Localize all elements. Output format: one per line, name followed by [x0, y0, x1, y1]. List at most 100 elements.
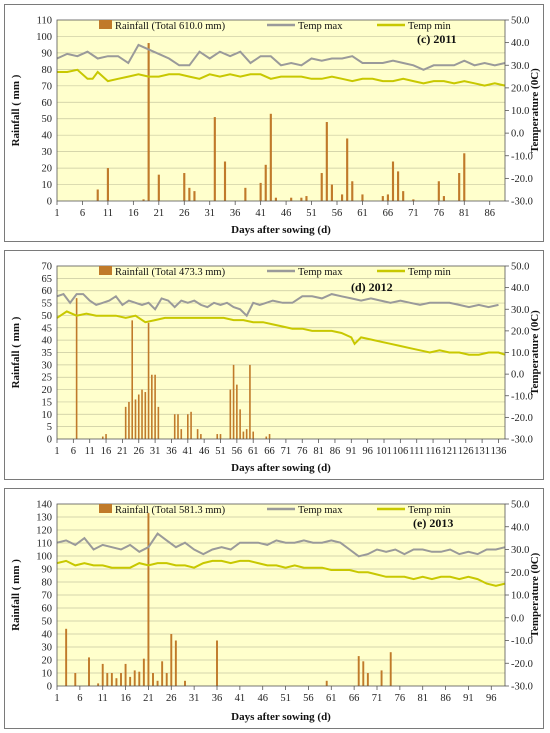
y-left-tick-label: 45	[42, 323, 53, 334]
rainfall-bar	[138, 671, 141, 686]
rainfall-bar	[245, 429, 248, 439]
y-left-tick-label: 60	[42, 286, 53, 297]
x-tick-label: 51	[215, 446, 226, 457]
temp-min-line	[57, 68, 506, 87]
plot-frame	[56, 19, 506, 202]
y-left-tick-label: 70	[42, 81, 53, 92]
rainfall-bar	[290, 197, 293, 201]
panel-label: (c) 2011	[417, 32, 457, 46]
rainfall-bar	[157, 174, 160, 201]
x-tick-label: 91	[463, 693, 474, 704]
legend-swatch-rain	[99, 266, 112, 275]
x-tick-label: 46	[281, 208, 292, 219]
rainfall-bar	[402, 191, 405, 201]
x-tick-label: 56	[232, 446, 243, 457]
y-right-tick-label: 40.0	[511, 522, 529, 533]
x-tick-label: 16	[101, 446, 112, 457]
y-left-tick-label: 100	[36, 552, 52, 563]
rainfall-bar	[180, 429, 183, 439]
y-right-tick-label: 30.0	[511, 61, 529, 72]
rainfall-bar	[141, 389, 143, 439]
rainfall-bar	[75, 298, 78, 439]
y-left-tick-label: 100	[36, 32, 52, 43]
rainfall-bar	[442, 196, 445, 201]
rainfall-bar	[170, 634, 173, 686]
x-tick-label: 96	[362, 446, 373, 457]
legend-tmin: Temp min	[408, 267, 451, 278]
rainfall-bar	[187, 414, 189, 439]
rainfall-bar	[341, 194, 344, 201]
y-right-tick-label: 0.0	[511, 613, 524, 624]
x-axis-title: Days after sowing (d)	[231, 462, 331, 474]
x-tick-label: 61	[357, 208, 368, 219]
rainfall-bar	[463, 153, 466, 201]
rainfall-bar	[216, 640, 218, 686]
rainfall-bar	[229, 389, 232, 439]
x-tick-label: 71	[281, 446, 292, 457]
temp-max-line	[56, 532, 506, 558]
x-tick-label: 71	[408, 208, 419, 219]
x-tick-label: 1	[54, 693, 59, 704]
rainfall-bar	[330, 184, 333, 201]
y-left-axis-title: Rainfall ( mm )	[10, 74, 22, 146]
rainfall-bar	[128, 401, 130, 439]
rainfall-bar	[274, 197, 277, 201]
legend-tmax: Temp max	[298, 505, 343, 516]
x-tick-label: 36	[230, 208, 241, 219]
rainfall-bar	[361, 194, 364, 201]
x-tick-label: 31	[189, 693, 200, 704]
rainfall-bar	[144, 392, 147, 439]
y-left-tick-label: 120	[36, 526, 52, 537]
x-tick-label: 11	[103, 208, 113, 219]
x-tick-label: 56	[332, 208, 343, 219]
rainfall-bar	[156, 680, 159, 686]
y-left-tick-label: 25	[42, 373, 53, 384]
x-tick-label: 61	[248, 446, 259, 457]
rainfall-bar	[96, 189, 99, 201]
x-tick-label: 11	[85, 446, 95, 457]
rainfall-bar	[252, 431, 255, 439]
legend-rain: Rainfall (Total 610.0 mm)	[115, 21, 226, 32]
rainfall-bar	[183, 173, 186, 201]
x-tick-label: 41	[255, 208, 266, 219]
rainfall-bar	[362, 661, 365, 686]
x-tick-label: 81	[417, 693, 428, 704]
rainfall-bar	[325, 680, 328, 686]
y-right-tick-label: -10.0	[511, 391, 533, 402]
x-tick-label: 71	[372, 693, 383, 704]
rainfall-bar	[346, 138, 349, 201]
panel-label: (e) 2013	[413, 516, 453, 530]
x-axis-title: Days after sowing (d)	[231, 224, 331, 236]
rainfall-bar	[380, 670, 383, 686]
y-right-tick-label: -30.0	[511, 197, 533, 208]
y-left-tick-label: 20	[42, 164, 53, 175]
y-left-tick-label: 60	[42, 98, 53, 109]
y-left-tick-label: 10	[42, 410, 53, 421]
x-tick-label: 116	[425, 446, 440, 457]
y-left-tick-label: 0	[47, 197, 52, 208]
y-right-tick-label: 10.0	[511, 106, 529, 117]
x-tick-label: 46	[257, 693, 268, 704]
x-tick-label: 126	[458, 446, 474, 457]
rainfall-bar	[437, 181, 440, 201]
x-tick-label: 76	[434, 208, 445, 219]
y-left-tick-label: 55	[42, 299, 53, 310]
x-tick-label: 26	[134, 446, 145, 457]
x-tick-label: 81	[459, 208, 470, 219]
rainfall-bar	[65, 628, 68, 686]
x-tick-label: 51	[280, 693, 291, 704]
y-left-tick-label: 130	[36, 513, 52, 524]
y-right-tick-label: -20.0	[511, 659, 533, 670]
x-tick-label: 36	[212, 693, 223, 704]
x-tick-label: 76	[395, 693, 406, 704]
rainfall-bar	[131, 320, 134, 439]
x-tick-label: 21	[117, 446, 128, 457]
y-right-axis-title: Temperature (0C)	[529, 552, 541, 637]
y-right-axis-title: Temperature (0C)	[529, 310, 541, 395]
rainfall-bar	[320, 173, 323, 201]
y-left-tick-label: 140	[36, 500, 52, 511]
y-left-tick-label: 50	[42, 114, 53, 125]
rainfall-bar	[124, 406, 127, 439]
y-left-tick-label: 90	[42, 48, 53, 59]
rainfall-bar	[325, 122, 328, 201]
